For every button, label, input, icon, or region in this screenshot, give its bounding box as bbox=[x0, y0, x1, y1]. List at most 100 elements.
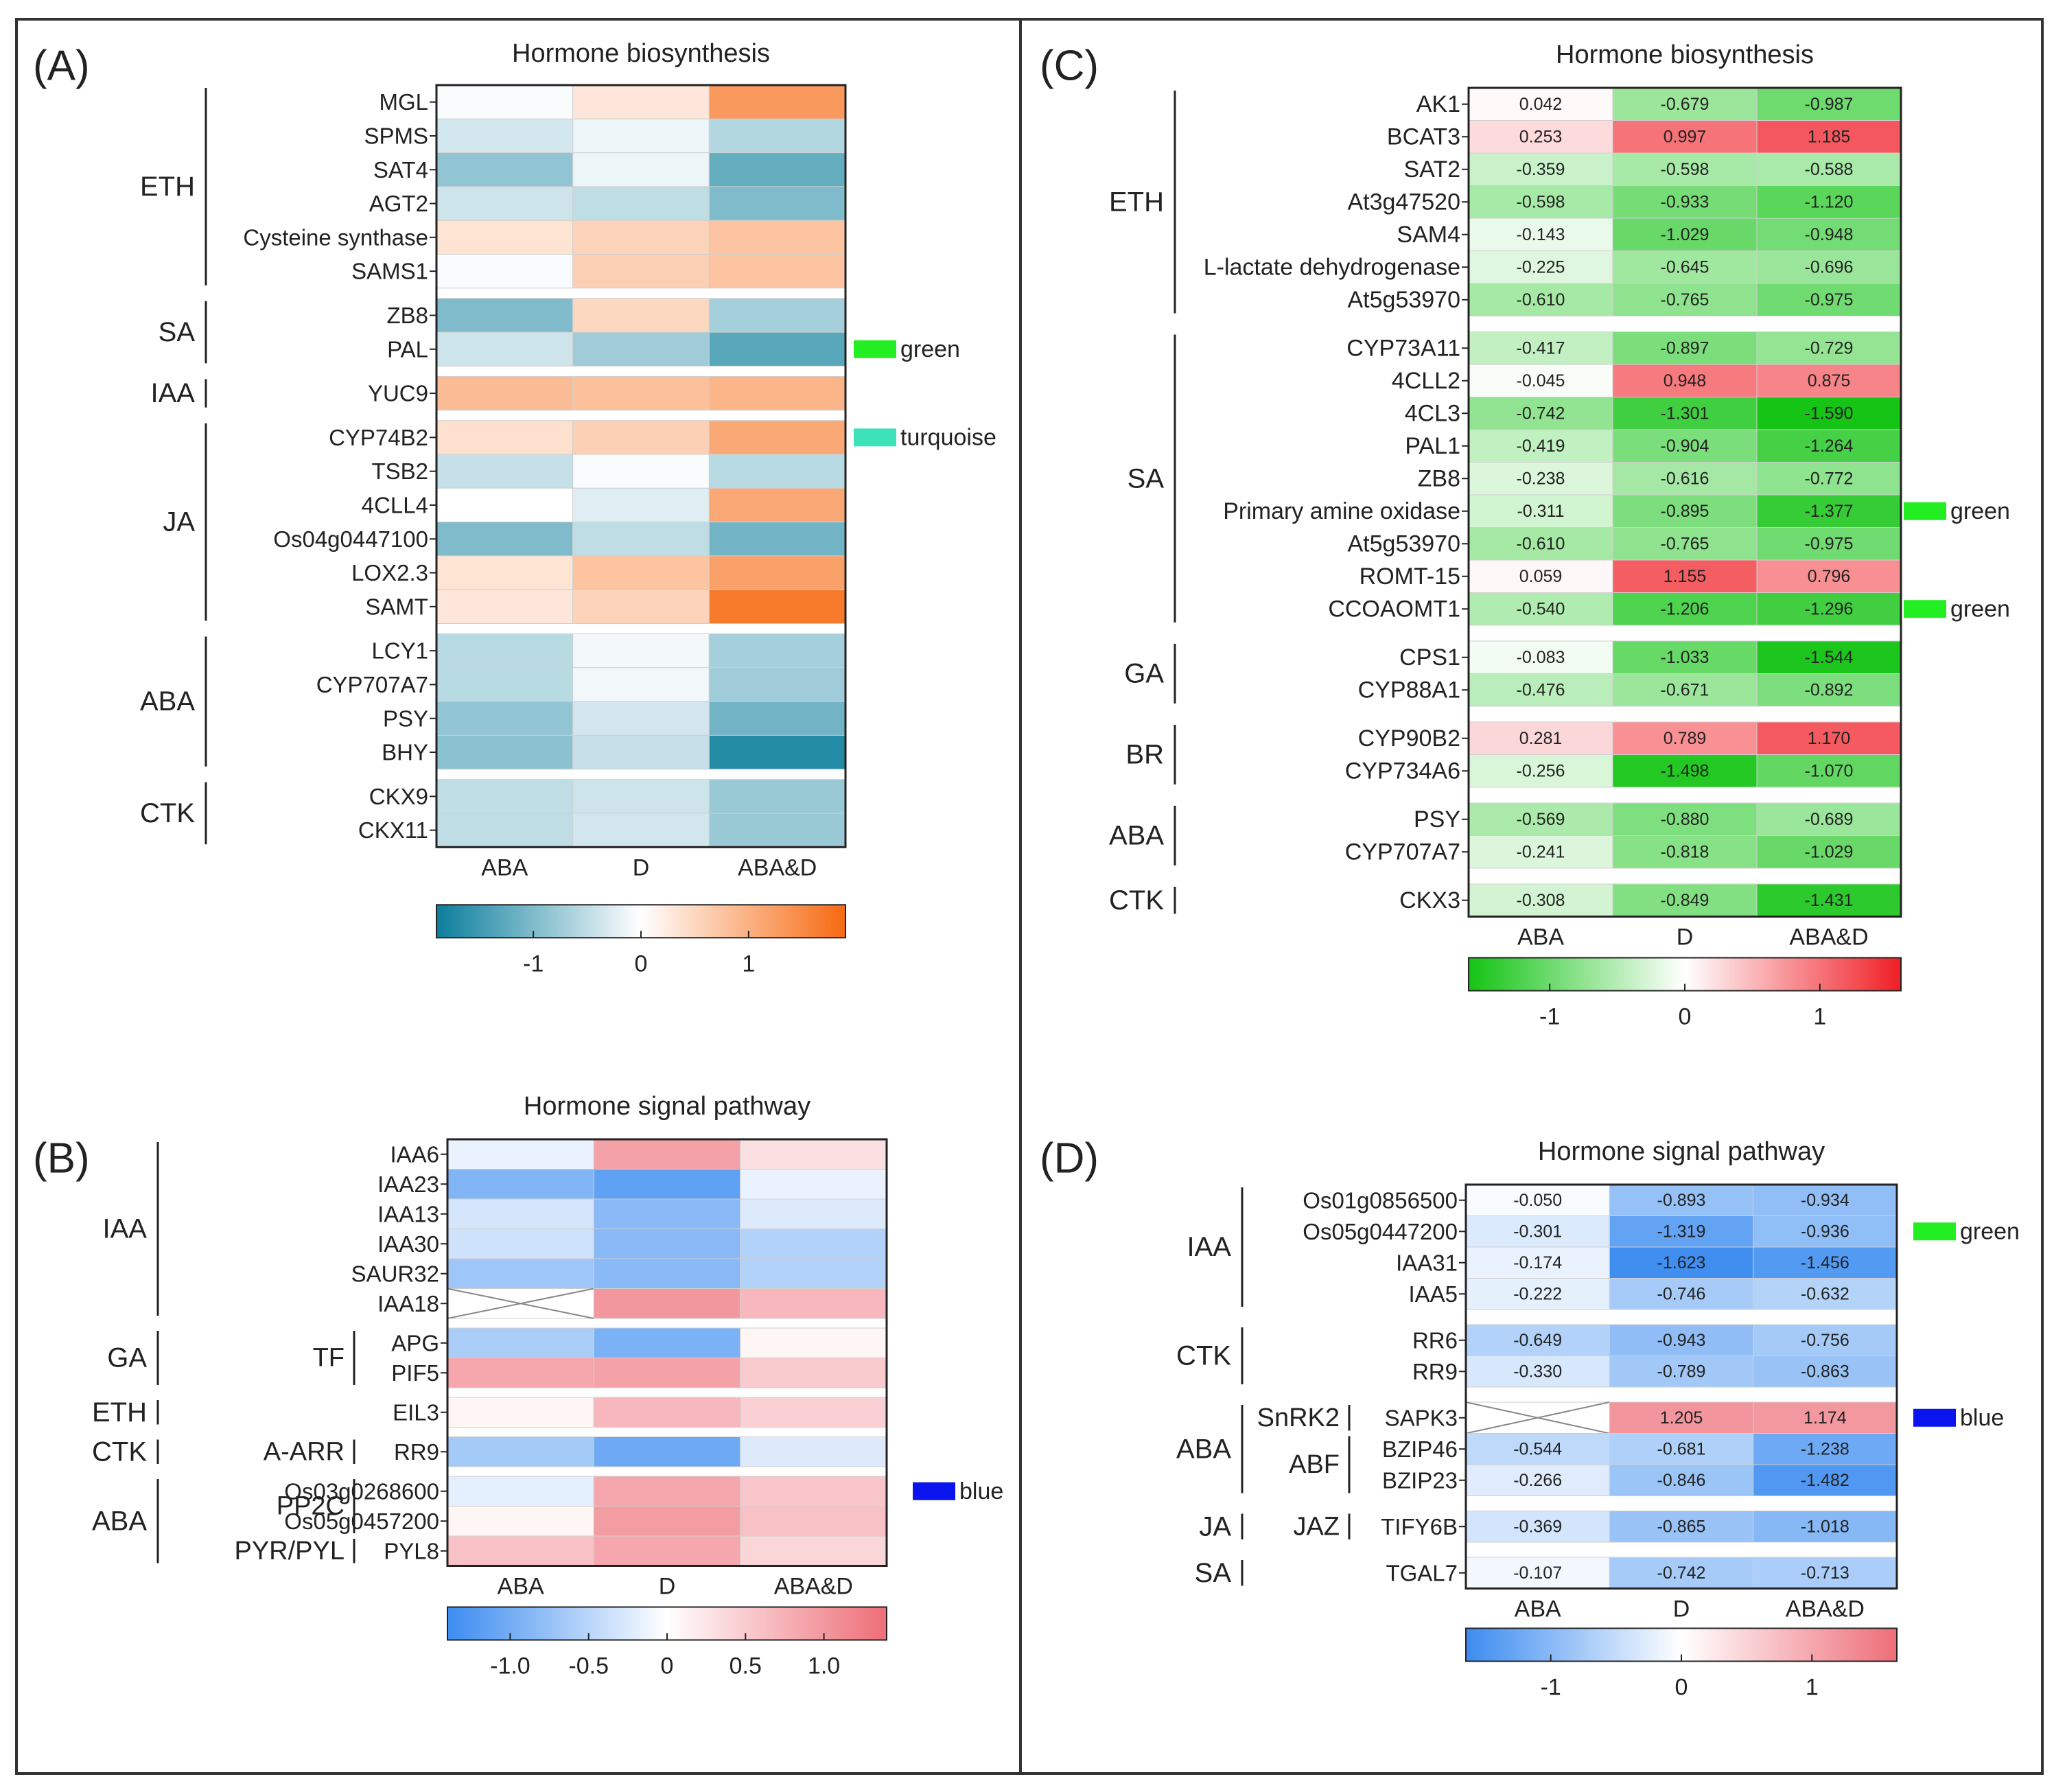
heatmap-cell bbox=[1465, 1464, 1610, 1496]
heatmap-cell bbox=[593, 1198, 741, 1229]
group-label: GA bbox=[107, 1343, 147, 1373]
heatmap-cell bbox=[1756, 152, 1902, 186]
cell-value: -1.498 bbox=[1661, 761, 1709, 780]
chart-title: Hormone biosynthesis bbox=[512, 39, 770, 68]
heatmap-cell bbox=[1468, 802, 1613, 836]
heatmap-cell bbox=[1753, 1184, 1898, 1216]
gene-label: SAT2 bbox=[1403, 156, 1460, 183]
heatmap-cell bbox=[572, 298, 710, 333]
figure-frame bbox=[15, 18, 2044, 1775]
gene-label: TGAL7 bbox=[1386, 1560, 1458, 1585]
heatmap-cell bbox=[436, 779, 574, 814]
gene-label: BZIP46 bbox=[1382, 1436, 1458, 1462]
heatmap-cell bbox=[572, 454, 710, 489]
heatmap-cell bbox=[1468, 883, 1613, 917]
heatmap-cell bbox=[1468, 152, 1613, 186]
cell-value: 0.059 bbox=[1519, 567, 1563, 586]
gene-label: IAA6 bbox=[390, 1141, 439, 1167]
gene-label: IAA31 bbox=[1396, 1250, 1458, 1275]
cell-value: -0.893 bbox=[1657, 1191, 1706, 1210]
heatmap-cell bbox=[1465, 1511, 1610, 1543]
group-label: CTK bbox=[92, 1436, 147, 1467]
gene-label: CYP88A1 bbox=[1358, 677, 1460, 703]
panel-label: (D) bbox=[1040, 1135, 1099, 1183]
heatmap-cell bbox=[1753, 1355, 1898, 1388]
cell-value: -0.689 bbox=[1805, 810, 1854, 829]
panel-b: (B) Hormone signal pathway IAA6 IAA23 IAA13 I… bbox=[33, 1092, 1003, 1679]
heatmap-cell bbox=[1612, 592, 1758, 626]
cell-value: -0.934 bbox=[1801, 1191, 1849, 1210]
heatmap-cell bbox=[447, 1139, 594, 1170]
column-label: D bbox=[633, 854, 650, 881]
cell-value: -0.846 bbox=[1657, 1471, 1706, 1490]
panel-label: (B) bbox=[33, 1135, 90, 1183]
cell-value: 0.796 bbox=[1808, 567, 1851, 586]
gene-label: ZB8 bbox=[1418, 465, 1460, 491]
heatmap-cell bbox=[1756, 592, 1902, 626]
heatmap-cell bbox=[436, 186, 574, 221]
heatmap-cell bbox=[1609, 1433, 1754, 1465]
heatmap-cell bbox=[1612, 251, 1758, 284]
gene-label: CYP73A11 bbox=[1346, 335, 1460, 361]
cell-value: -1.319 bbox=[1657, 1222, 1706, 1241]
cell-value: -1.029 bbox=[1805, 842, 1854, 861]
heatmap-cell bbox=[740, 1476, 887, 1506]
heatmap-cell bbox=[447, 1169, 594, 1200]
heatmap-cell bbox=[1468, 251, 1613, 284]
heatmap-cell bbox=[593, 1436, 741, 1467]
gene-label: Os04g0447100 bbox=[273, 526, 428, 552]
group-label: GA bbox=[1124, 659, 1164, 689]
heatmap-cell bbox=[593, 1327, 741, 1358]
cell-value: -0.540 bbox=[1517, 599, 1565, 618]
heatmap-cell bbox=[1756, 120, 1902, 154]
heatmap-cell bbox=[1609, 1401, 1754, 1434]
heatmap-cell bbox=[1756, 559, 1902, 593]
heatmap-cell bbox=[1612, 218, 1758, 251]
gene-label: 4CLL4 bbox=[362, 492, 428, 517]
heatmap-cell bbox=[1468, 429, 1613, 463]
heatmap-cell bbox=[1468, 640, 1613, 674]
gene-label: BCAT3 bbox=[1387, 124, 1460, 150]
cell-value: -1.033 bbox=[1661, 648, 1709, 667]
heatmap-cell bbox=[740, 1327, 887, 1358]
heatmap-cell bbox=[436, 420, 574, 455]
cell-value: -1.377 bbox=[1805, 502, 1854, 521]
gene-label: Primary amine oxidase bbox=[1223, 498, 1460, 524]
gene-label: CPS1 bbox=[1399, 644, 1460, 671]
colorbar-tick-label: -0.5 bbox=[568, 1653, 609, 1679]
heatmap-cell bbox=[1756, 251, 1902, 284]
heatmap-cell bbox=[708, 84, 846, 119]
heatmap-cell bbox=[1612, 527, 1758, 561]
cell-value: -0.772 bbox=[1805, 469, 1854, 488]
cell-value: -0.679 bbox=[1661, 95, 1709, 114]
heatmap-cell bbox=[572, 420, 710, 455]
cell-value: -0.174 bbox=[1513, 1253, 1562, 1272]
group-label: BR bbox=[1125, 740, 1164, 770]
module-label: green bbox=[900, 336, 960, 362]
group-label: CTK bbox=[1176, 1341, 1231, 1371]
cell-value: -0.598 bbox=[1661, 160, 1709, 179]
cell-value: -0.311 bbox=[1517, 502, 1564, 521]
cell-value: -0.987 bbox=[1805, 95, 1854, 114]
module-label: blue bbox=[1960, 1405, 2004, 1431]
heatmap-cell bbox=[1753, 1246, 1898, 1279]
chart-title: Hormone signal pathway bbox=[524, 1092, 810, 1121]
module-label: green bbox=[1950, 498, 2010, 524]
cell-value: -1.590 bbox=[1805, 404, 1854, 423]
heatmap-cell bbox=[1609, 1184, 1754, 1216]
module-swatch bbox=[854, 428, 896, 447]
heatmap-cell bbox=[436, 375, 574, 411]
heatmap-cell bbox=[1756, 429, 1902, 463]
cell-value: -0.649 bbox=[1513, 1331, 1562, 1350]
colorbar-tick-label: 1 bbox=[1806, 1675, 1819, 1701]
group-label: IAA bbox=[1187, 1232, 1232, 1262]
heatmap-cell bbox=[708, 589, 846, 625]
gene-label: SAMS1 bbox=[351, 259, 428, 284]
heatmap-cell bbox=[436, 84, 574, 119]
heatmap-cell bbox=[572, 331, 710, 366]
heatmap-cell bbox=[1612, 120, 1758, 154]
gene-label: BHY bbox=[382, 740, 428, 765]
cell-value: -0.544 bbox=[1513, 1439, 1562, 1458]
heatmap-cell bbox=[1465, 1278, 1610, 1310]
heatmap-cell bbox=[1468, 120, 1613, 154]
